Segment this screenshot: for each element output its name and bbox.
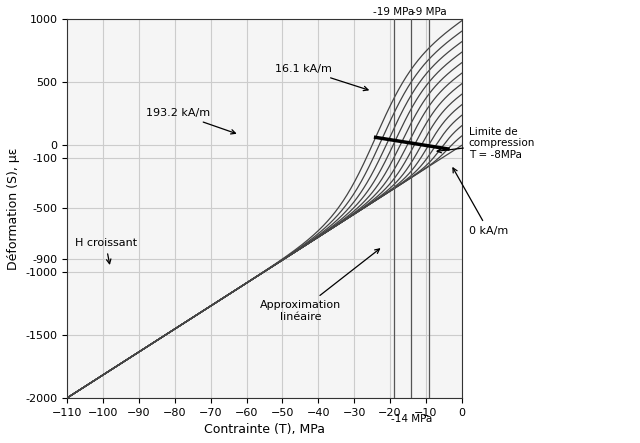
Text: H croissant: H croissant (74, 238, 137, 264)
Y-axis label: Déformation (S), με: Déformation (S), με (7, 148, 20, 270)
Text: 0 kA/m: 0 kA/m (453, 168, 508, 236)
Text: Limite de
compression
T = -8MPa: Limite de compression T = -8MPa (437, 127, 535, 160)
Text: 193.2 kA/m: 193.2 kA/m (146, 109, 236, 134)
Text: -14 MPa: -14 MPa (391, 414, 432, 424)
X-axis label: Contrainte (T), MPa: Contrainte (T), MPa (204, 423, 325, 436)
Text: Approximation
linéaire: Approximation linéaire (260, 249, 380, 322)
Text: 16.1 kA/m: 16.1 kA/m (275, 64, 368, 91)
Text: -9 MPa: -9 MPa (412, 7, 447, 17)
Text: -19 MPa: -19 MPa (373, 7, 414, 17)
